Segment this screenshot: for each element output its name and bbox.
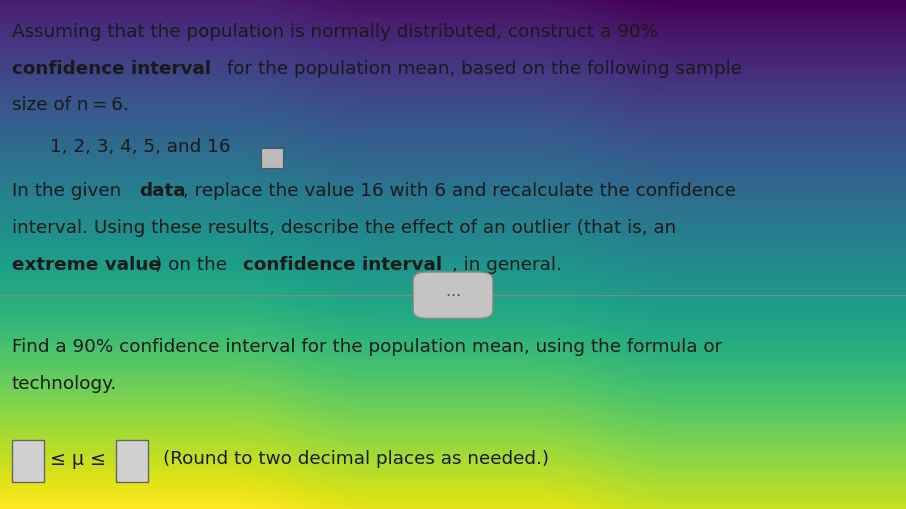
Text: confidence interval: confidence interval (12, 60, 211, 77)
FancyBboxPatch shape (413, 272, 493, 319)
Text: ) on the: ) on the (155, 256, 233, 274)
Text: data: data (140, 182, 186, 201)
Text: interval. Using these results, describe the effect of an outlier (that is, an: interval. Using these results, describe … (12, 219, 676, 237)
Text: , replace the value 16 with 6 and recalculate the confidence: , replace the value 16 with 6 and recalc… (183, 182, 737, 201)
Text: size of n = 6.: size of n = 6. (12, 96, 129, 114)
Text: technology.: technology. (12, 375, 117, 393)
Text: confidence interval: confidence interval (243, 256, 442, 274)
Text: Assuming that the population is normally distributed, construct a 90%: Assuming that the population is normally… (12, 23, 658, 41)
FancyBboxPatch shape (12, 440, 44, 482)
Text: extreme value: extreme value (12, 256, 160, 274)
Text: ≤ μ ≤: ≤ μ ≤ (44, 450, 112, 469)
Text: (Round to two decimal places as needed.): (Round to two decimal places as needed.) (163, 450, 549, 468)
Text: Find a 90% confidence interval for the population mean, using the formula or: Find a 90% confidence interval for the p… (12, 338, 722, 356)
FancyBboxPatch shape (261, 148, 284, 168)
Text: In the given: In the given (12, 182, 127, 201)
Text: 1, 2, 3, 4, 5, and 16: 1, 2, 3, 4, 5, and 16 (50, 138, 230, 156)
Text: for the population mean, based on the following sample: for the population mean, based on the fo… (221, 60, 742, 77)
Text: ⋯: ⋯ (446, 288, 460, 303)
FancyBboxPatch shape (116, 440, 149, 482)
Text: , in general.: , in general. (452, 256, 562, 274)
